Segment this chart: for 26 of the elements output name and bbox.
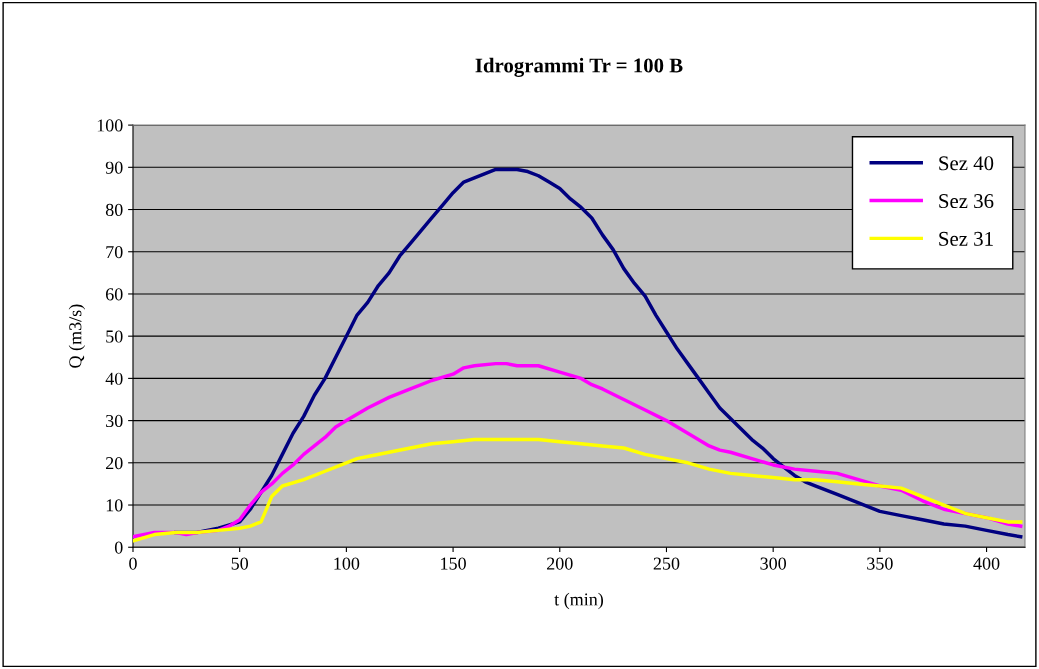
y-tick-label: 80 bbox=[105, 203, 123, 216]
y-tick-label: 20 bbox=[106, 457, 123, 470]
x-tick-label: 350 bbox=[867, 557, 893, 570]
y-tick-label: 100 bbox=[97, 119, 123, 132]
x-tick-label: 150 bbox=[441, 557, 466, 570]
y-tick-label: 40 bbox=[105, 372, 123, 385]
chart-title: Idrogrammi Tr = 100 B bbox=[475, 57, 683, 77]
y-tick-label: 10 bbox=[106, 499, 123, 512]
x-tick-label: 300 bbox=[760, 557, 787, 570]
legend-label: Sez 31 bbox=[939, 231, 993, 246]
y-tick-label: 70 bbox=[106, 246, 123, 259]
y-axis-title: Q (m3/s) bbox=[68, 304, 86, 368]
y-tick-label: 30 bbox=[106, 414, 123, 428]
y-tick-label: 50 bbox=[106, 330, 123, 343]
y-tick-label: 0 bbox=[114, 541, 123, 554]
x-tick-label: 400 bbox=[973, 557, 1000, 570]
x-tick-label: 250 bbox=[653, 557, 680, 570]
x-tick-label: 0 bbox=[129, 557, 137, 570]
x-tick-label: 200 bbox=[547, 557, 573, 570]
legend-label: Sez 40 bbox=[939, 156, 994, 171]
legend-label: Sez 36 bbox=[939, 194, 994, 209]
y-tick-label: 90 bbox=[105, 161, 123, 174]
x-axis-title: t (min) bbox=[554, 592, 604, 610]
x-tick-label: 100 bbox=[334, 557, 360, 570]
x-tick-label: 50 bbox=[231, 557, 249, 570]
y-tick-label: 60 bbox=[105, 288, 123, 301]
